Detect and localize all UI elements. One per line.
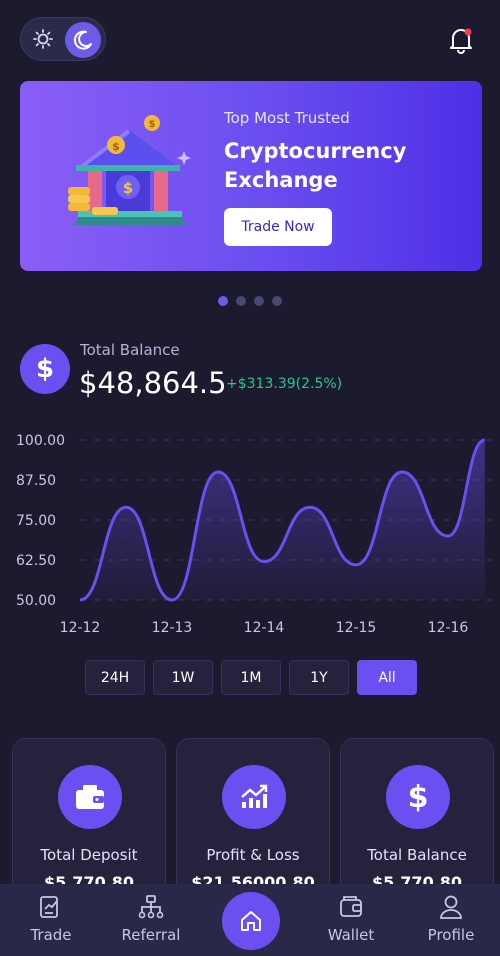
x-tick-label: 12-12 xyxy=(60,620,101,636)
y-tick-label: 87.50 xyxy=(16,473,56,489)
carousel-dot[interactable] xyxy=(236,296,246,306)
nav-referral-label: Referral xyxy=(121,926,181,944)
nav-trade[interactable]: Trade xyxy=(11,894,91,944)
stat-card-label: Profit & Loss xyxy=(206,846,300,864)
home-button[interactable] xyxy=(222,892,280,950)
sun-icon[interactable] xyxy=(29,25,57,53)
user-icon xyxy=(440,895,462,919)
chart-area xyxy=(80,440,485,600)
range-all[interactable]: All xyxy=(357,660,417,695)
range-1y[interactable]: 1Y xyxy=(289,660,349,695)
y-tick-label: 75.00 xyxy=(16,513,56,529)
balance-chart: 100.00 87.50 75.00 62.50 50.00 12-12 12-13 12-… xyxy=(16,433,496,636)
time-range-selector: 24H 1W 1M 1Y All xyxy=(85,660,417,695)
theme-toggle[interactable] xyxy=(20,17,106,61)
range-1m[interactable]: 1M xyxy=(221,660,281,695)
x-tick-label: 12-15 xyxy=(336,620,377,636)
range-24h[interactable]: 24H xyxy=(85,660,145,695)
stat-card-deposit[interactable]: Total Deposit $5,770.80 xyxy=(12,738,166,908)
svg-text:$: $ xyxy=(112,140,120,153)
carousel-dot[interactable] xyxy=(218,296,228,306)
bank-illustration: $ $ $ xyxy=(68,115,191,225)
y-tick-label: 100.00 xyxy=(16,433,65,449)
stat-card-label: Total Deposit xyxy=(40,846,138,864)
total-balance-amount: $48,864.5 xyxy=(79,366,227,400)
chart-line xyxy=(79,438,486,602)
range-1w[interactable]: 1W xyxy=(153,660,213,695)
network-icon xyxy=(138,895,164,919)
balance-change: +$313.39(2.5%) xyxy=(226,376,343,392)
home-icon xyxy=(241,911,261,931)
stat-cards: Total Deposit $5,770.80 Profit & Loss $2… xyxy=(12,738,500,908)
total-balance-label: Total Balance xyxy=(80,341,180,359)
y-tick-label: 62.50 xyxy=(16,553,56,569)
nav-wallet[interactable]: Wallet xyxy=(311,894,391,944)
x-tick-label: 12-14 xyxy=(244,620,285,636)
nav-profile[interactable]: Profile xyxy=(411,894,491,944)
x-tick-label: 12-13 xyxy=(152,620,193,636)
stat-card-profit-loss[interactable]: Profit & Loss $21,56000.80 xyxy=(176,738,330,908)
wallet-icon xyxy=(340,896,362,917)
bell-icon[interactable] xyxy=(448,26,474,54)
wallet-icon xyxy=(58,765,122,829)
svg-text:$: $ xyxy=(123,179,133,197)
nav-wallet-label: Wallet xyxy=(327,926,375,944)
carousel-indicator xyxy=(218,296,282,306)
nav-referral[interactable]: Referral xyxy=(111,894,191,944)
nav-trade-label: Trade xyxy=(30,926,72,944)
carousel-dot[interactable] xyxy=(254,296,264,306)
trade-now-button[interactable]: Trade Now xyxy=(224,208,332,246)
y-tick-label: 50.00 xyxy=(16,593,56,609)
banner-title: Cryptocurrency Exchange xyxy=(224,139,407,192)
stat-card-label: Total Balance xyxy=(367,846,467,864)
svg-text:$: $ xyxy=(149,119,156,130)
chart-up-icon xyxy=(222,765,286,829)
nav-profile-label: Profile xyxy=(427,926,475,944)
x-tick-label: 12-16 xyxy=(428,620,469,636)
carousel-dot[interactable] xyxy=(272,296,282,306)
dollar-icon: $ xyxy=(386,765,450,829)
dollar-icon: $ xyxy=(20,344,70,394)
stat-card-balance[interactable]: $ Total Balance $5,770.80 xyxy=(340,738,494,908)
trade-icon xyxy=(40,896,58,918)
moon-icon[interactable] xyxy=(65,22,101,58)
promo-banner[interactable]: $ $ $ Top Most Trusted Cryptocurrency Ex… xyxy=(20,81,482,271)
banner-eyebrow: Top Most Trusted xyxy=(224,109,350,127)
